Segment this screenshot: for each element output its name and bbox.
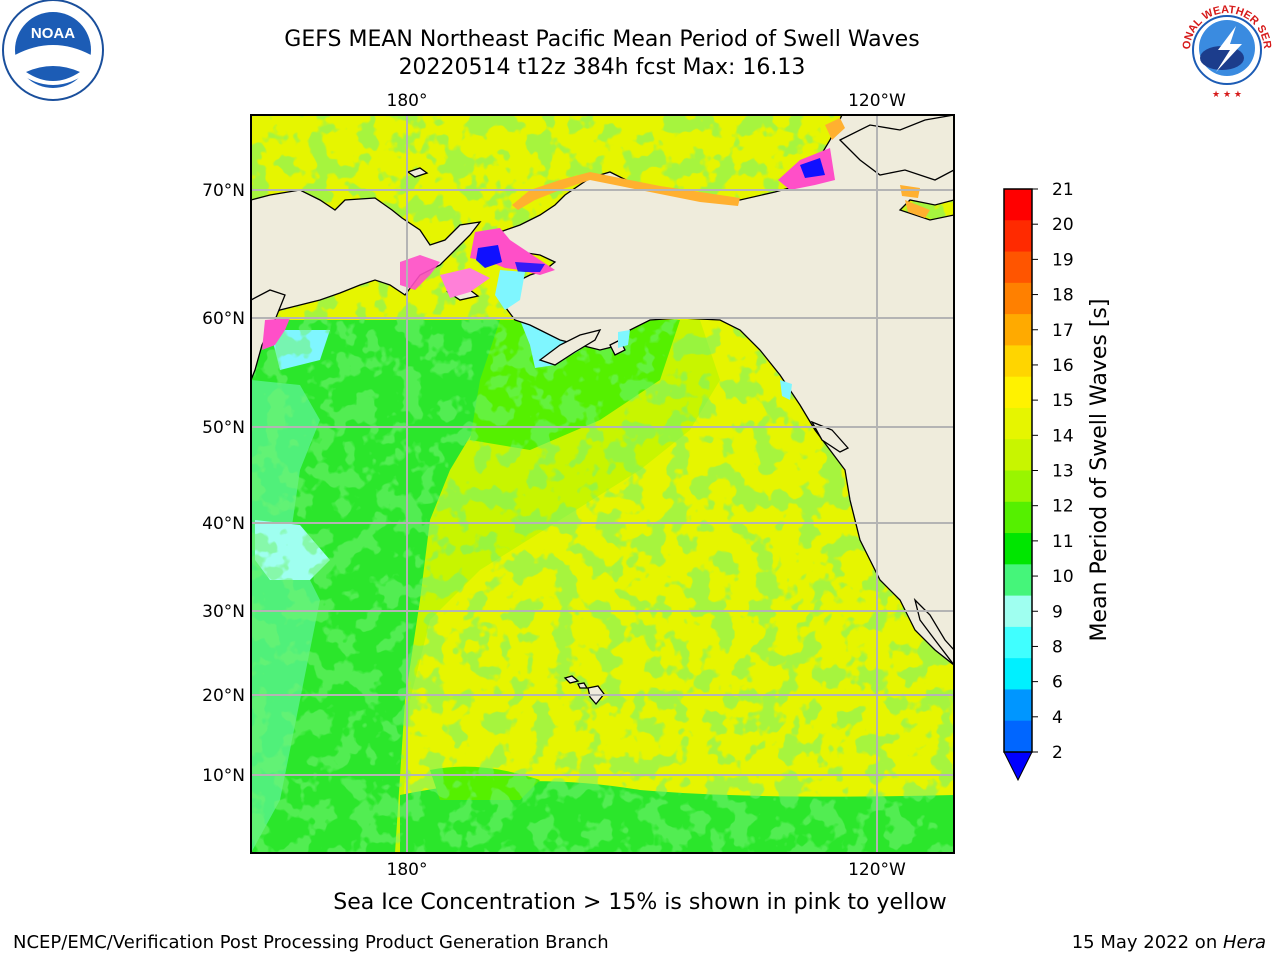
bottom-lon-label-180: 180°	[387, 860, 428, 880]
sea-ice-blue-bering-east	[515, 262, 545, 272]
lat-label-20n: 20°N	[202, 686, 245, 706]
sea-ice-cyan-bering	[495, 270, 525, 310]
land-wrangel-island	[406, 167, 429, 178]
land-alaska-peninsula	[538, 329, 602, 366]
sea-ice	[262, 118, 930, 400]
sea-ice-orange-beaufort	[825, 118, 930, 218]
chart-subtitle: 20220514 t12z 384h fcst Max: 16.13	[398, 55, 806, 80]
land-baja	[913, 597, 954, 667]
lat-label-70n: 70°N	[202, 181, 245, 201]
sea-ice-pink-siberia	[400, 255, 440, 290]
bottom-lon-label-120w: 120°W	[848, 860, 906, 880]
credit-line: NCEP/EMC/Verification Post Processing Pr…	[13, 932, 609, 953]
sea-ice-cyan-alaska-coast	[618, 330, 630, 348]
svg-text:★ ★ ★: ★ ★ ★	[1212, 90, 1242, 100]
date-line: 15 May 2022 on Hera	[1072, 932, 1266, 953]
sea-ice-pink-kamchatka	[262, 318, 290, 350]
land-vancouver-island	[810, 420, 850, 453]
map-frame	[250, 114, 955, 854]
sea-ice-cyan-bc-coast	[780, 380, 792, 400]
sea-ice-orange-chukchi	[512, 172, 740, 210]
graticule	[251, 115, 954, 853]
host-name: Hera	[1222, 932, 1266, 953]
top-lon-label-120w: 120°W	[848, 91, 906, 111]
top-lon-label-180: 180°	[387, 91, 428, 111]
nws-logo: NATIONAL WEATHER SERVICE ★ ★ ★	[1174, 0, 1277, 100]
chart-title: GEFS MEAN Northeast Pacific Mean Period …	[284, 27, 920, 52]
noaa-logo: NOAA	[2, 0, 104, 101]
lat-label-50n: 50°N	[202, 418, 245, 438]
sea-ice-pink-anadyr	[440, 268, 490, 298]
lat-label-40n: 40°N	[202, 514, 245, 534]
lat-label-60n: 60°N	[202, 309, 245, 329]
lat-label-30n: 30°N	[202, 602, 245, 622]
noaa-logo-text: NOAA	[31, 25, 75, 42]
sea-ice-blue-beaufort	[800, 158, 825, 178]
sea-ice-blue-bering	[476, 245, 502, 268]
lat-label-10n: 10°N	[202, 766, 245, 786]
sea-ice-note: Sea Ice Concentration > 15% is shown in …	[333, 890, 947, 915]
date-text: 15 May 2022 on	[1071, 932, 1223, 953]
land-victoria-island	[838, 115, 954, 181]
